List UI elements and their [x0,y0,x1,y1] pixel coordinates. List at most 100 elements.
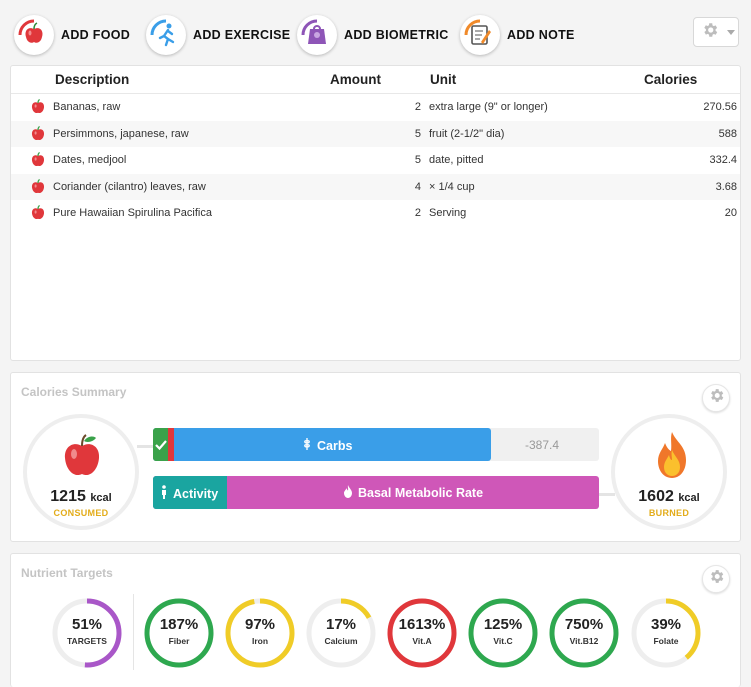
carbs-label-group: Carbs [302,437,352,454]
apple-icon [31,178,45,197]
row-amount: 4 [414,180,421,193]
table-header: Description Amount Unit Calories [11,66,740,94]
apple-icon [31,152,45,170]
apple-icon [31,125,45,144]
add-note-button[interactable]: ADD NOTE [460,14,575,56]
row-amount: 5 [414,127,421,140]
apple-icon [31,205,45,223]
row-unit: × 1/4 cup [429,180,475,193]
apple-icon [61,432,103,485]
ring-label: Iron [251,636,269,646]
row-description: Dates, medjool [53,154,127,167]
runner-icon [146,15,186,55]
notepad-icon [460,15,500,55]
flame-icon [343,485,353,501]
row-unit: fruit (2-1/2" dia) [429,127,505,140]
wheat-icon [302,437,312,454]
calories-settings-button[interactable] [702,384,730,412]
row-description: Pure Hawaiian Spirulina Pacifica [53,207,212,220]
row-unit: Serving [429,207,467,220]
header-calories[interactable]: Calories [644,72,698,87]
ring-progress [549,598,619,668]
ring-percent: 187% [159,616,199,633]
food-diary-table: Description Amount Unit Calories Bananas… [10,65,741,361]
ring-label: Fiber [168,636,190,646]
consumed-connector [137,445,153,448]
chevron-down-icon [727,29,735,35]
ring-percent: 17% [325,616,357,633]
person-icon [160,485,168,502]
ring-percent: 750% [564,616,604,633]
table-row[interactable]: Pure Hawaiian Spirulina Pacifica 2 Serving… [11,200,740,227]
nutrient-targets-title: Nutrient Targets [21,566,113,580]
add-note-label: ADD NOTE [507,28,575,42]
nutrient-ring-iron[interactable]: 97% Iron [224,597,296,669]
row-description: Coriander (cilantro) leaves, raw [53,180,206,193]
burned-value-line: 1602 kcal [615,488,723,506]
ring-percent: 97% [244,616,276,633]
table-row[interactable]: Bananas, raw 2 extra large (9" or longer) 2… [11,94,740,121]
nutrient-ring-vit-b12[interactable]: 750% Vit.B12 [548,597,620,669]
ring-progress [52,598,122,668]
calories-summary-panel: Calories Summary 1215 kcal CONSUMED [10,372,741,542]
check-icon [155,438,167,456]
consumed-label: CONSUMED [53,508,109,518]
burned-value: 1602 [638,488,674,505]
add-food-label: ADD FOOD [61,28,131,42]
row-calories: 3.68 [715,180,737,193]
settings-dropdown-button[interactable] [693,17,739,47]
ring-progress [387,598,457,668]
ring-label: Vit.A [412,636,432,646]
gear-icon [701,21,719,44]
ring-label: Vit.C [493,636,513,646]
consumed-circle[interactable]: 1215 kcal CONSUMED [23,414,139,530]
carbs-bar[interactable]: Carbs [153,428,491,461]
row-amount: 2 [414,207,421,220]
bmr-label: Basal Metabolic Rate [358,486,484,500]
header-description[interactable]: Description [55,72,130,87]
nutrient-ring-vit-a[interactable]: 1613% Vit.A [386,597,458,669]
row-amount: 5 [414,154,421,167]
header-unit[interactable]: Unit [430,72,457,87]
activity-label: Activity [173,486,219,501]
add-biometric-button[interactable]: ADD BIOMETRIC [297,14,449,56]
table-row[interactable]: Dates, medjool 5 date, pitted 332.4 [11,147,740,174]
row-amount: 2 [414,101,421,113]
ring-graphic [631,598,701,668]
calorie-difference: -387.4 [525,438,560,452]
nutrient-targets-panel: Nutrient Targets 51% TARGETS 187% Fiber 97% I… [10,553,741,687]
row-description: Bananas, raw [53,101,121,113]
burned-bar[interactable]: Activity Basal Metabolic Rate [153,476,599,509]
nutrient-ring-targets[interactable]: 51% TARGETS [51,597,123,669]
row-calories: 588 [718,127,737,140]
add-exercise-button[interactable]: ADD EXERCISE [146,14,290,56]
nutrient-ring-vit-c[interactable]: 125% Vit.C [467,597,539,669]
row-calories: 270.56 [703,101,737,113]
ring-label: Folate [653,636,679,646]
ring-percent: 1613% [398,616,446,633]
fat-segment [168,428,174,461]
row-unit: extra large (9" or longer) [429,101,548,113]
ring-graphic [52,598,122,668]
ring-graphic [468,598,538,668]
nutrient-ring-fiber[interactable]: 187% Fiber [143,597,215,669]
ring-progress [144,598,214,668]
add-food-button[interactable]: ADD FOOD [14,14,130,56]
nutrient-settings-button[interactable] [702,565,730,593]
consumed-value: 1215 [50,488,86,505]
nutrient-ring-calcium[interactable]: 17% Calcium [305,597,377,669]
protein-segment [153,428,168,461]
flame-icon [652,430,692,485]
table-row[interactable]: Coriander (cilantro) leaves, raw 4 × 1/4 c… [11,173,740,201]
table-row[interactable]: Persimmons, japanese, raw 5 fruit (2-1/2" … [11,120,740,148]
burned-circle[interactable]: 1602 kcal BURNED [611,414,727,530]
targets-divider [133,594,134,670]
ring-progress [631,598,701,668]
ring-percent: 125% [483,616,523,633]
header-amount[interactable]: Amount [330,72,381,87]
nutrient-ring-folate[interactable]: 39% Folate [630,597,702,669]
add-biometric-label: ADD BIOMETRIC [344,28,449,42]
row-calories: 332.4 [709,154,737,167]
ring-graphic [144,598,214,668]
row-unit: date, pitted [429,154,484,167]
